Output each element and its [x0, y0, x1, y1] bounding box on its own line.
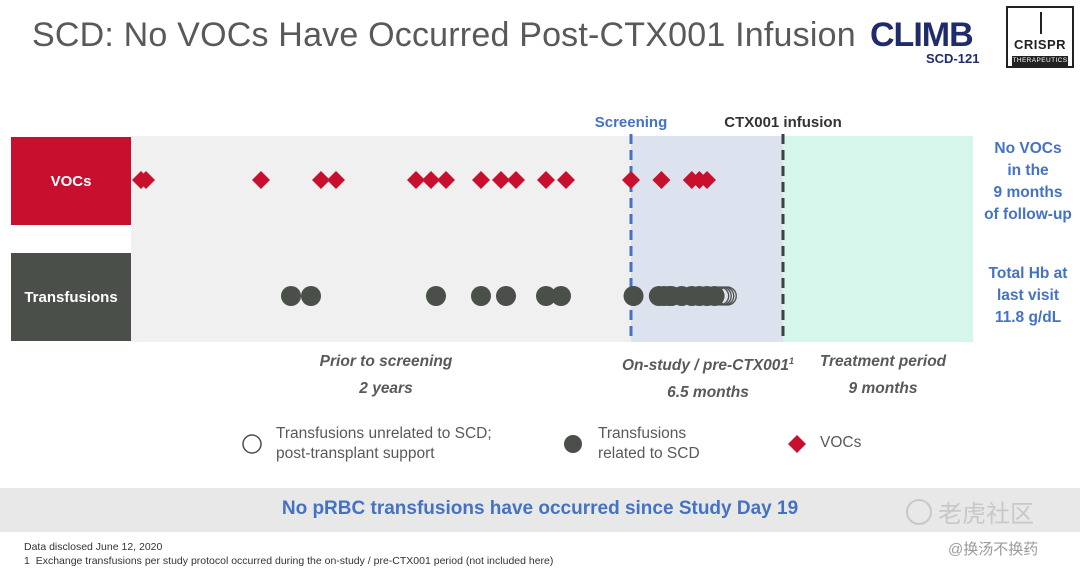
legend-unrelated-line: post-transplant support [276, 445, 435, 462]
voc-event-marker [312, 171, 330, 189]
protocol-footnote: 1 Exchange transfusions per study protoc… [24, 555, 553, 567]
data-disclosed-footnote: Data disclosed June 12, 2020 [24, 541, 163, 553]
vocs-row-label: VOCs [11, 137, 131, 225]
voc-event-marker [422, 171, 440, 189]
onstudy-period-background [631, 136, 783, 342]
watermark-logo-icon [906, 498, 932, 525]
period-treatment: Treatment period 9 months [793, 348, 973, 402]
watermark-site: 老虎社区 [906, 494, 1034, 529]
period-prior-label: Prior to screening [319, 353, 453, 370]
total-hb-line: Total Hb at [988, 265, 1068, 282]
voc-event-marker [327, 171, 345, 189]
scd-transfusion-marker [623, 286, 644, 306]
voc-event-marker [652, 171, 671, 189]
scd-transfusion-marker [496, 286, 516, 306]
scd-transfusion-marker [551, 286, 571, 306]
voc-event-marker [407, 171, 425, 189]
crispr-logo: CRISPR THERAPEUTICS [1006, 6, 1074, 68]
slide-title: SCD: No VOCs Have Occurred Post-CTX001 I… [32, 16, 856, 54]
climb-wordmark: CLIMB [870, 16, 973, 54]
period-onstudy-label: On-study / pre-CTX001 [621, 357, 790, 375]
voc-event-marker [472, 171, 490, 189]
crispr-mark-icon [1040, 12, 1042, 34]
period-prior: Prior to screening 2 years [286, 348, 486, 402]
period-treatment-label: Treatment period [819, 353, 947, 370]
no-vocs-annotation: No VOCs in the 9 months of follow-up [978, 138, 1078, 226]
legend-related-line: Transfusions [598, 425, 687, 442]
legend-diamond-icon [788, 435, 806, 453]
legend-unrelated-transfusions: Transfusions unrelated to SCD; post-tran… [276, 424, 492, 464]
period-onstudy-footnote-mark: 1 [789, 356, 795, 366]
footnote-text: Exchange transfusions per study protocol… [35, 555, 554, 567]
period-onstudy-duration: 6.5 months [667, 384, 749, 402]
period-prior-duration: 2 years [359, 380, 413, 397]
key-message-text: No pRBC transfusions have occurred since… [281, 498, 799, 519]
total-hb-line: 11.8 g/dL [994, 309, 1062, 326]
legend-filled-circle-icon [564, 435, 582, 453]
legend-related-transfusions: Transfusions related to SCD [598, 424, 700, 464]
voc-event-marker [507, 171, 525, 189]
timeline-chart: Screening CTX001 infusion [131, 114, 973, 342]
scd-transfusion-marker [281, 286, 301, 306]
legend-related-line: related to SCD [598, 445, 700, 462]
transfusions-row-label: Transfusions [11, 253, 131, 341]
crispr-wordmark: CRISPR [1013, 37, 1067, 52]
legend-vocs: VOCs [820, 434, 862, 451]
period-treatment-duration: 9 months [848, 380, 918, 397]
total-hb-line: last visit [996, 287, 1060, 304]
prior-period-background [131, 136, 631, 342]
voc-event-marker [537, 171, 555, 189]
period-onstudy: On-study / pre-CTX0011 6.5 months [598, 348, 818, 406]
no-vocs-line: of follow-up [984, 206, 1072, 223]
key-message-banner [0, 488, 1080, 532]
scd-transfusion-marker [301, 286, 321, 306]
voc-event-marker [492, 171, 510, 189]
no-vocs-line: 9 months [993, 184, 1063, 201]
no-vocs-line: in the [1007, 162, 1049, 179]
voc-event-marker [437, 171, 455, 189]
voc-event-marker [137, 171, 155, 189]
scd-transfusion-marker [536, 286, 556, 306]
watermark-site-text: 老虎社区 [938, 501, 1034, 528]
watermark-handle: @换汤不换药 [948, 541, 1039, 558]
treatment-period-background [783, 136, 973, 342]
total-hb-annotation: Total Hb at last visit 11.8 g/dL [978, 263, 1078, 329]
footnote-number: 1 [24, 555, 30, 567]
infusion-label: CTX001 infusion [724, 114, 842, 131]
climb-logo: CLIMB SCD-121 [870, 16, 979, 66]
legend-open-circle-icon [242, 434, 262, 454]
voc-event-marker [622, 171, 640, 189]
legend-unrelated-line: Transfusions unrelated to SCD; [276, 425, 492, 442]
voc-event-marker [557, 171, 575, 189]
scd-transfusion-marker [426, 286, 446, 306]
scd-transfusion-marker [471, 286, 491, 306]
voc-event-marker [252, 171, 270, 189]
no-vocs-line: No VOCs [994, 140, 1062, 157]
climb-study-code: SCD-121 [926, 51, 979, 66]
non-scd-transfusion-marker [717, 286, 737, 306]
screening-label: Screening [595, 114, 668, 131]
voc-event-marker [698, 171, 716, 189]
crispr-subtitle: THERAPEUTICS [1012, 56, 1068, 66]
